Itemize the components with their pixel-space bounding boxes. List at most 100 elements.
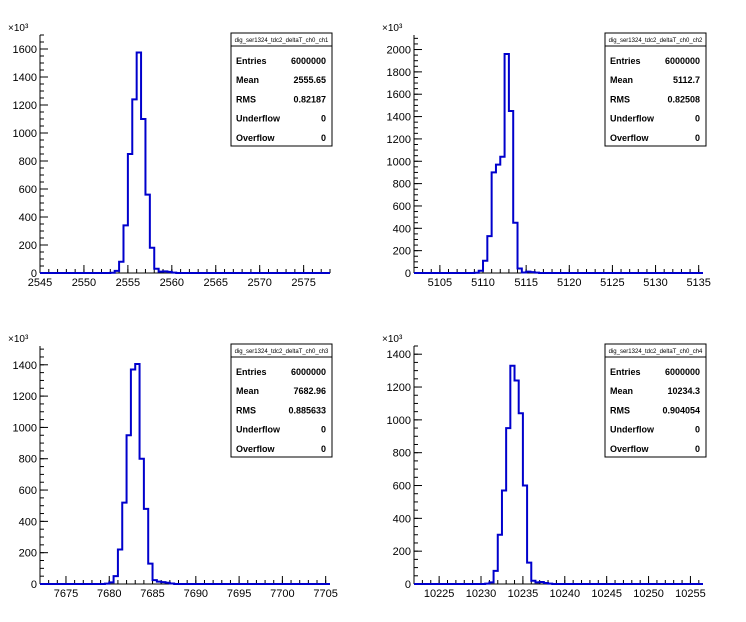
y-tick-label: 400 [19, 212, 37, 224]
stats-value-overflow: 0 [321, 444, 326, 454]
histogram-panel-3: 0 200 400 600 800 1000 1200 1400 7675 7680 7685 769… [8, 334, 338, 600]
x-tick-label: 7695 [227, 588, 251, 600]
histogram-bin [496, 165, 500, 273]
y-tick-label: 0 [405, 268, 411, 280]
histogram-series [414, 364, 703, 585]
stats-value-entries: 6000000 [665, 56, 700, 66]
stats-label-entries: Entries [236, 367, 267, 377]
stats-label-mean: Mean [236, 75, 259, 85]
stats-label-underflow: Underflow [236, 114, 281, 124]
stats-value-rms: 0.885633 [288, 405, 326, 415]
x-tick-label: 5130 [643, 277, 667, 289]
histogram-series [40, 51, 330, 274]
x-tick-label: 7675 [54, 588, 78, 600]
stats-box: dig_ser1324_tdc2_deltaT_ch0_ch2 Entries 60… [604, 32, 707, 147]
x-tick-label: 10255 [675, 588, 706, 600]
y-tick-label: 400 [393, 513, 411, 525]
stats-value-mean: 5112.7 [673, 75, 700, 85]
stats-label-entries: Entries [236, 56, 267, 66]
x-tick-label: 2545 [28, 277, 52, 289]
histogram-series [414, 52, 703, 274]
y-tick-label: 200 [19, 240, 37, 252]
y-tick-label: 200 [19, 548, 37, 560]
y-tick-label: 200 [393, 546, 411, 558]
y-tick-label: 0 [31, 268, 37, 280]
y-tick-label: 200 [393, 246, 411, 258]
y-tick-label: 1800 [387, 67, 411, 79]
y-tick-label: 800 [393, 448, 411, 460]
stats-label-overflow: Overflow [236, 133, 276, 143]
x-tick-label: 7680 [97, 588, 121, 600]
y-tick-label: 1200 [387, 134, 411, 146]
x-tick-label: 7685 [140, 588, 164, 600]
histogram-bin [500, 157, 504, 273]
x-tick-label: 2575 [291, 277, 315, 289]
stats-label-entries: Entries [610, 367, 641, 377]
stats-value-underflow: 0 [695, 114, 700, 124]
stats-value-rms: 0.904054 [662, 405, 700, 415]
y-tick-label: 600 [393, 201, 411, 213]
stats-value-underflow: 0 [695, 425, 700, 435]
x-tick-label: 5135 [686, 277, 710, 289]
stats-title: dig_ser1324_tdc2_deltaT_ch0_ch3 [235, 349, 329, 355]
stats-label-mean: Mean [236, 386, 259, 396]
y-tick-label: 1400 [387, 112, 411, 124]
stats-label-overflow: Overflow [610, 133, 650, 143]
y-tick-label: 1200 [13, 391, 37, 403]
y-tick-label: 600 [19, 485, 37, 497]
x-tick-label: 7705 [313, 588, 337, 600]
stats-value-mean: 7682.96 [293, 386, 326, 396]
x-tick-label: 2570 [247, 277, 271, 289]
y-tick-label: 1000 [13, 128, 37, 140]
y-tick-label: 1000 [387, 415, 411, 427]
x-tick-label: 2555 [116, 277, 140, 289]
y-tick-label: 600 [19, 184, 37, 196]
stats-value-overflow: 0 [695, 444, 700, 454]
y-exponent-label: ×10³ [8, 23, 29, 34]
stats-value-entries: 6000000 [291, 367, 326, 377]
stats-label-rms: RMS [610, 94, 630, 104]
x-tick-label: 7700 [270, 588, 294, 600]
stats-title: dig_ser1324_tdc2_deltaT_ch0_ch4 [609, 349, 703, 355]
stats-title: dig_ser1324_tdc2_deltaT_ch0_ch1 [235, 38, 329, 44]
y-tick-label: 800 [393, 179, 411, 191]
stats-label-mean: Mean [610, 386, 633, 396]
stats-box: dig_ser1324_tdc2_deltaT_ch0_ch4 Entries 60… [604, 343, 707, 458]
x-tick-label: 10225 [424, 588, 455, 600]
stats-value-rms: 0.82508 [667, 94, 700, 104]
x-tick-label: 2560 [160, 277, 184, 289]
y-tick-label: 800 [19, 454, 37, 466]
x-tick-label: 10235 [508, 588, 539, 600]
stats-value-mean: 2555.65 [293, 75, 326, 85]
y-tick-label: 1400 [13, 72, 37, 84]
stats-label-mean: Mean [610, 75, 633, 85]
y-exponent-label: ×10³ [8, 334, 29, 345]
x-tick-label: 5105 [428, 277, 452, 289]
stats-label-rms: RMS [610, 405, 630, 415]
stats-label-underflow: Underflow [610, 425, 655, 435]
x-tick-label: 2565 [204, 277, 228, 289]
stats-label-entries: Entries [610, 56, 641, 66]
x-tick-label: 2550 [72, 277, 96, 289]
x-tick-label: 5120 [557, 277, 581, 289]
y-tick-label: 2000 [387, 45, 411, 57]
stats-value-overflow: 0 [695, 133, 700, 143]
y-tick-label: 1000 [387, 156, 411, 168]
y-tick-label: 800 [19, 156, 37, 168]
x-tick-label: 7690 [184, 588, 208, 600]
y-tick-label: 400 [393, 223, 411, 235]
stats-box: dig_ser1324_tdc2_deltaT_ch0_ch3 Entries 60… [230, 343, 333, 458]
y-tick-label: 1600 [13, 44, 37, 56]
x-tick-label: 5115 [514, 277, 538, 289]
histogram-panel-1: 0 200 400 600 800 1000 1200 1400 1600 2545 2550 255… [8, 23, 333, 289]
y-tick-label: 0 [31, 579, 37, 591]
stats-value-entries: 6000000 [291, 56, 326, 66]
x-tick-label: 5110 [471, 277, 495, 289]
y-tick-label: 0 [405, 579, 411, 591]
stats-label-underflow: Underflow [236, 425, 281, 435]
stats-label-rms: RMS [236, 94, 256, 104]
x-tick-label: 10240 [549, 588, 580, 600]
y-tick-label: 1200 [13, 100, 37, 112]
stats-value-underflow: 0 [321, 425, 326, 435]
stats-value-mean: 10234.3 [667, 386, 700, 396]
